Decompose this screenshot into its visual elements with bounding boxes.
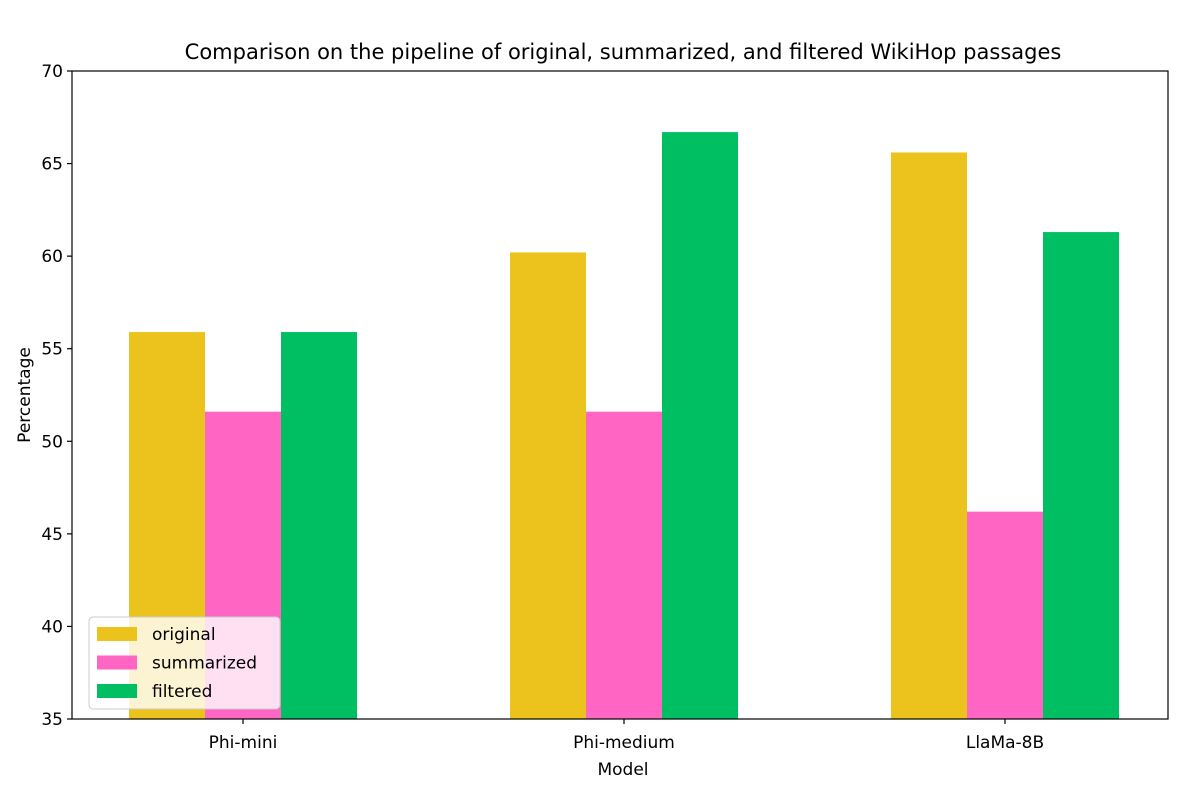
bar-original-llama-8b: [891, 152, 967, 719]
legend-label-summarized: summarized: [152, 654, 257, 674]
y-tick-label: 60: [41, 247, 63, 267]
legend-label-filtered: filtered: [152, 682, 212, 702]
bar-summarized-phi-medium: [586, 411, 662, 719]
legend-swatch-filtered: [97, 684, 137, 698]
x-tick-label: Phi-mini: [209, 733, 278, 753]
bar-original-phi-medium: [510, 252, 586, 719]
y-tick-label: 50: [41, 432, 63, 452]
x-tick-label: LlaMa-8B: [966, 733, 1044, 753]
chart-title: Comparison on the pipeline of original, …: [185, 40, 1062, 64]
y-tick-label: 55: [41, 340, 63, 360]
plot-frame: [71, 70, 1169, 720]
x-axis-label: Model: [597, 760, 648, 780]
x-axis: Phi-mini Phi-medium LlaMa-8B: [209, 719, 1044, 753]
y-tick-label: 70: [41, 62, 63, 82]
bar-filtered-llama-8b: [1043, 232, 1119, 719]
legend-swatch-original: [97, 627, 137, 641]
legend-swatch-summarized: [97, 655, 137, 670]
y-axis: 35 40 45 50 55 60 65 70: [41, 62, 72, 730]
bars-group: [129, 132, 1119, 719]
y-tick-label: 45: [41, 525, 63, 545]
x-tick-label: Phi-medium: [573, 733, 675, 753]
legend-label-original: original: [152, 625, 216, 645]
y-tick-label: 35: [41, 710, 63, 730]
y-tick-label: 40: [41, 617, 63, 637]
legend: original summarized filtered: [88, 616, 281, 710]
bar-filtered-phi-mini: [281, 332, 357, 719]
bar-filtered-phi-medium: [662, 132, 738, 719]
y-tick-label: 65: [41, 155, 63, 175]
y-axis-label: Percentage: [15, 347, 35, 443]
bar-summarized-llama-8b: [967, 511, 1043, 719]
